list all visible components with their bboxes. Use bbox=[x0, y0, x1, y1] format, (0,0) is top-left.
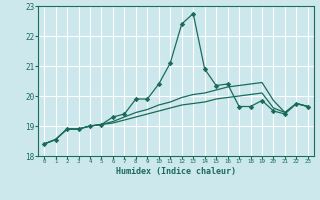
X-axis label: Humidex (Indice chaleur): Humidex (Indice chaleur) bbox=[116, 167, 236, 176]
